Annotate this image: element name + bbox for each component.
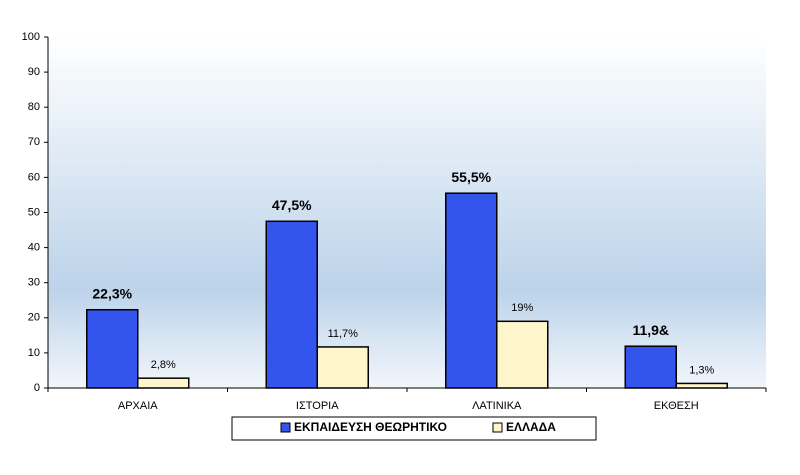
data-label: 1,3% xyxy=(689,364,714,376)
data-label: 19% xyxy=(511,302,533,314)
bar xyxy=(316,346,369,389)
legend-label: ΕΛΛΑΔΑ xyxy=(506,420,556,434)
legend-box xyxy=(231,416,597,441)
y-tick-label: 90 xyxy=(28,66,40,78)
legend-label: ΕΚΠΑΙΔΕΥΣΗ ΘΕΩΡΗΤΙΚΟ xyxy=(294,420,447,434)
x-tick-label: ΑΡΧΑΙΑ xyxy=(118,400,158,412)
bar xyxy=(445,192,498,389)
plot-area xyxy=(48,37,766,388)
y-tick-label: 70 xyxy=(28,136,40,148)
bar xyxy=(675,382,728,389)
data-label: 2,8% xyxy=(151,359,176,371)
y-tick-label: 10 xyxy=(28,347,40,359)
bar xyxy=(496,320,549,389)
y-tick-label: 100 xyxy=(22,31,40,43)
y-tick-label: 40 xyxy=(28,242,40,254)
bar xyxy=(86,308,139,389)
y-tick-label: 30 xyxy=(28,277,40,289)
bar xyxy=(137,377,190,389)
data-label: 11,7% xyxy=(328,328,359,340)
x-tick-label: ΕΚΘΕΣΗ xyxy=(654,400,699,412)
data-label: 55,5% xyxy=(451,169,491,185)
x-tick-label: ΙΣΤΟΡΙΑ xyxy=(296,400,339,412)
y-tick-label: 60 xyxy=(28,171,40,183)
y-tick-label: 50 xyxy=(28,206,40,218)
data-label: 22,3% xyxy=(92,285,132,301)
y-tick-label: 80 xyxy=(28,101,40,113)
legend-swatch xyxy=(492,422,503,433)
y-tick-label: 0 xyxy=(34,382,40,394)
bar xyxy=(624,345,677,389)
legend-swatch xyxy=(280,422,291,433)
data-label: 11,9& xyxy=(632,322,669,338)
data-label: 47,5% xyxy=(272,197,312,213)
bar xyxy=(265,220,318,389)
y-tick-label: 20 xyxy=(28,312,40,324)
x-tick-label: ΛΑΤΙΝΙΚΑ xyxy=(472,400,522,412)
